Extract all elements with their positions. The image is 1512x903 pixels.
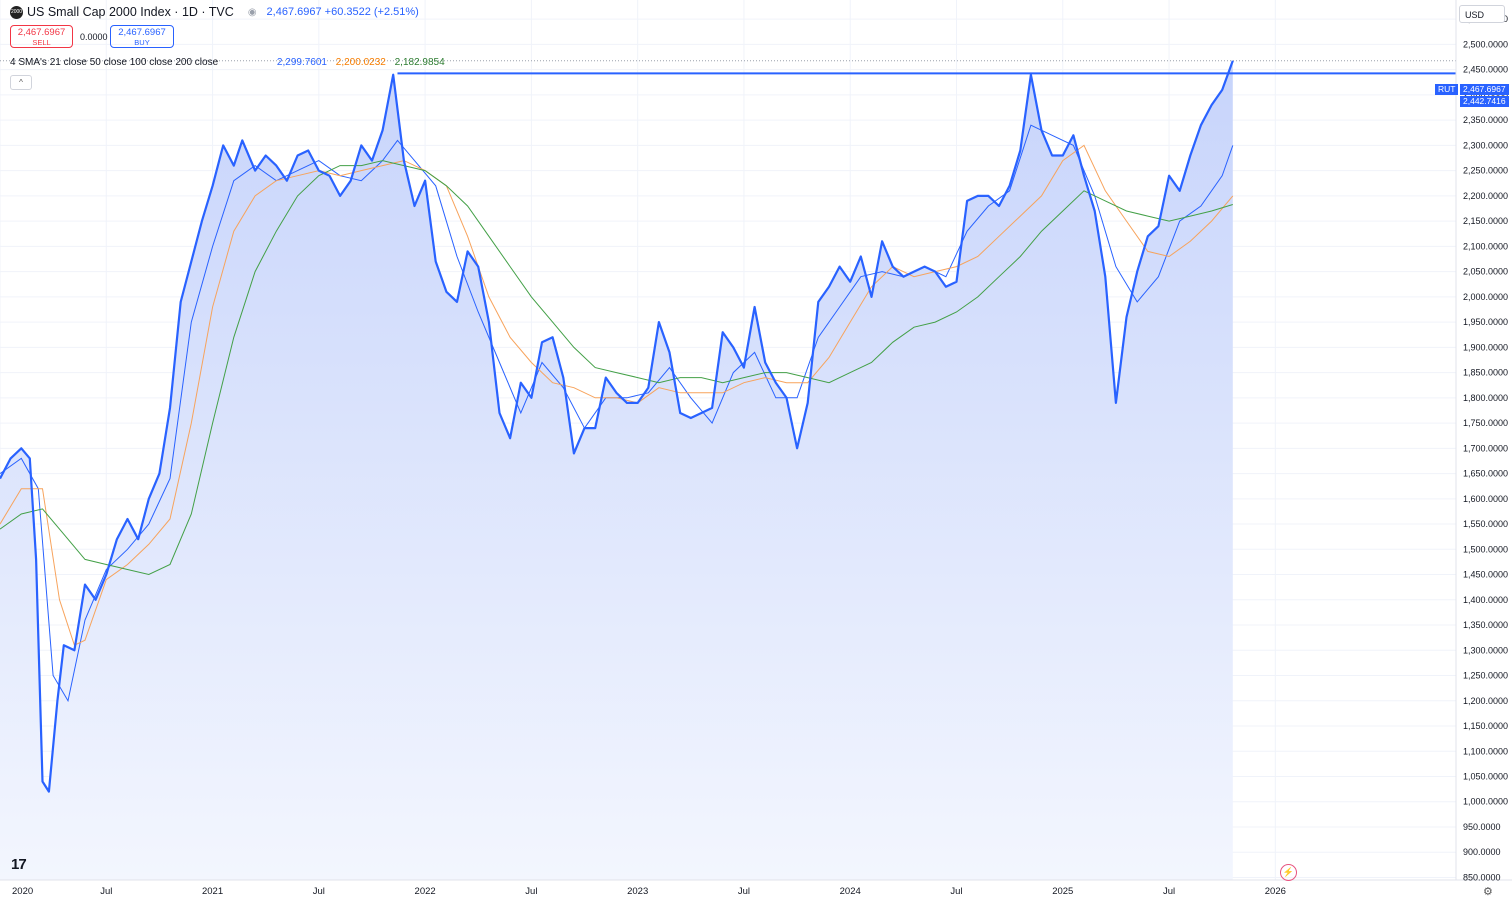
y-tick-label: 2,500.0000 [1463,39,1508,49]
x-tick-label: 2025 [1052,886,1073,897]
x-tick-label: 2026 [1265,886,1286,897]
y-tick-label: 1,050.0000 [1463,772,1508,782]
y-tick-label: 1,400.0000 [1463,595,1508,605]
last-price-tag: 2,467.6967 [1460,84,1509,95]
y-tick-label: 900.0000 [1463,847,1501,857]
y-tick-label: 2,250.0000 [1463,166,1508,176]
y-tick-label: 1,350.0000 [1463,620,1508,630]
y-tick-label: 1,100.0000 [1463,746,1508,756]
y-tick-label: 2,300.0000 [1463,140,1508,150]
y-tick-label: 1,600.0000 [1463,494,1508,504]
y-tick-label: 1,450.0000 [1463,570,1508,580]
y-tick-label: 1,950.0000 [1463,317,1508,327]
x-tick-label: 2024 [840,886,861,897]
x-tick-label: Jul [100,886,112,897]
y-tick-label: 1,150.0000 [1463,721,1508,731]
sell-label: SELL [32,38,51,47]
lightning-icon[interactable]: ⚡ [1280,864,1297,881]
symbol-title[interactable]: US Small Cap 2000 Index · 1D · TVC [27,5,234,19]
indicator-value-1: 2,299.7601 [276,57,327,68]
x-tick-label: Jul [1163,886,1175,897]
y-tick-label: 1,700.0000 [1463,443,1508,453]
level-price-tag: 2,442.7416 [1460,96,1509,107]
x-axis[interactable]: 2020 Jul 2021 Jul 2022 Jul 2023 Jul 2024 Jul 2025 J… [12,886,1286,897]
price-area-fill [0,60,1233,880]
price-line [0,60,1234,793]
y-tick-label: 950.0000 [1463,822,1501,832]
y-tick-label: 1,500.0000 [1463,544,1508,554]
y-tick-label: 2,200.0000 [1463,191,1508,201]
x-tick-label: 2023 [627,886,648,897]
y-tick-label: 1,750.0000 [1463,418,1508,428]
last-quote: 2,467.6967 +60.3522 (+2.51%) [266,6,419,18]
settings-icon[interactable]: ⚙ [1483,886,1493,898]
y-tick-label: 1,300.0000 [1463,645,1508,655]
tradingview-logo[interactable]: 17 [11,856,27,873]
x-tick-label: 2022 [415,886,436,897]
y-tick-label: 1,850.0000 [1463,368,1508,378]
indicator-legend[interactable]: 4 SMA's 21 close 50 close 100 close 200 … [10,57,445,68]
sell-price: 2,467.6967 [17,27,66,38]
y-tick-label: 2,000.0000 [1463,292,1508,302]
chart-header: 2000 US Small Cap 2000 Index · 1D · TVC … [10,5,419,19]
indicator-value-2: 2,200.0232 [335,57,386,68]
y-tick-label: 1,250.0000 [1463,671,1508,681]
visibility-icon[interactable]: ◉ [247,6,257,18]
x-tick-label: Jul [950,886,962,897]
indicator-value-3: 2,182.9854 [394,57,445,68]
price-area [0,60,1233,880]
y-tick-label: 1,550.0000 [1463,519,1508,529]
sell-button[interactable]: 2,467.6967 SELL [10,25,73,48]
sma-line-3 [0,160,1233,576]
sma-lines [0,124,1234,703]
indicator-label: 4 SMA's 21 close 50 close 100 close 200 … [10,57,219,68]
currency-select[interactable]: USD [1459,5,1505,23]
y-tick-label: 2,450.0000 [1463,65,1508,75]
symbol-logo: 2000 [10,5,23,19]
y-tick-label: 1,900.0000 [1463,342,1508,352]
x-tick-label: 2021 [202,886,223,897]
y-tick-label: 2,100.0000 [1463,241,1508,251]
sma-line-2 [0,144,1234,646]
buy-label: BUY [134,38,150,47]
y-axis[interactable]: 2,550.00002,500.00002,450.00002,400.0000… [1463,14,1508,882]
y-tick-label: 1,000.0000 [1463,797,1508,807]
symbol-tag: RUT [1435,84,1459,95]
y-tick-label: 1,200.0000 [1463,696,1508,706]
y-tick-label: 2,050.0000 [1463,267,1508,277]
x-tick-label: Jul [738,886,750,897]
x-tick-label: Jul [313,886,325,897]
buy-price: 2,467.6967 [118,27,166,38]
rut-price-line [0,60,1234,793]
spread-value: 0.0000 [80,32,108,42]
x-tick-label: Jul [525,886,537,897]
horizontal-level-line[interactable] [0,60,1456,75]
y-tick-label: 1,650.0000 [1463,469,1508,479]
y-tick-label: 1,800.0000 [1463,393,1508,403]
y-tick-label: 2,150.0000 [1463,216,1508,226]
collapse-legend-icon[interactable]: ^ [10,75,32,90]
x-tick-label: 2020 [12,886,33,897]
y-tick-label: 850.0000 [1463,872,1501,882]
y-tick-label: 2,350.0000 [1463,115,1508,125]
buy-button[interactable]: 2,467.6967 BUY [110,25,174,48]
